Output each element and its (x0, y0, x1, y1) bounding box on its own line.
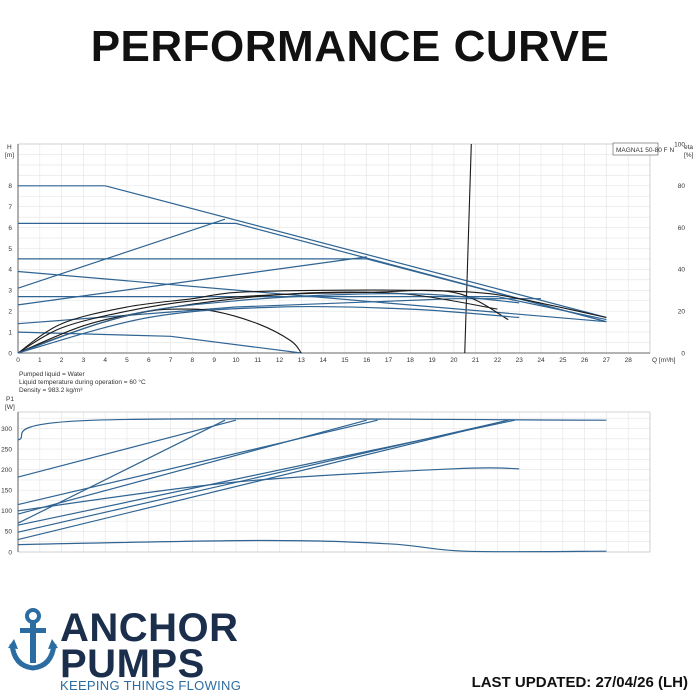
page-title: PERFORMANCE CURVE (90, 22, 610, 71)
tick-labels: 0 1 2 3 4 5 6 7 8 9 10 11 12 13 14 15 16 17 18 19 20 21 22 23 24… (1, 141, 685, 556)
power-tick-label: 0 (8, 549, 12, 556)
x-tick-label: 9 (212, 357, 216, 364)
x-tick-label: 21 (472, 357, 480, 364)
head-curves (17, 143, 607, 354)
legend-box (612, 142, 659, 156)
power-curve-3 (17, 419, 378, 506)
head-tick-label: 2 (8, 309, 12, 316)
head-curve-11 (17, 291, 498, 354)
head-tick-label: 7 (8, 204, 12, 211)
head-tick-label: 8 (8, 183, 12, 190)
x-tick-label: 26 (581, 357, 589, 364)
head-curve-4 (18, 296, 607, 321)
head-curve-2 (18, 258, 607, 323)
x-tick-label: 6 (147, 357, 151, 364)
head-curve-13 (17, 292, 520, 354)
x-tick-label: 7 (169, 357, 173, 364)
x-tick-label: 8 (191, 357, 195, 364)
head-tick-label: 3 (8, 288, 12, 295)
x-tick-label: 5 (125, 357, 129, 364)
eta-axis-unit: [%] (684, 152, 694, 159)
x-tick-label: 12 (276, 357, 284, 364)
x-tick-label: 14 (319, 357, 327, 364)
eta-tick-label: 60 (678, 225, 686, 232)
power-curve-6 (17, 419, 509, 533)
eta-axis-label: eta (684, 144, 693, 151)
power-curve-4 (17, 419, 367, 515)
x-tick-label: 22 (494, 357, 502, 364)
power-curve-1 (17, 419, 237, 478)
power-axis-label: P1 (6, 396, 14, 403)
brand-line-1: ANCHOR (60, 606, 239, 650)
brand-line-2: PUMPS (60, 642, 205, 686)
x-tick-label: 27 (603, 357, 611, 364)
power-curve-8 (17, 539, 607, 553)
eta-tick-label: 40 (678, 267, 686, 274)
head-axis-label: H (7, 144, 12, 151)
head-tick-label: 6 (8, 225, 12, 232)
power-axis-unit: [W] (5, 404, 15, 411)
power-tick-label: 150 (1, 488, 12, 495)
head-chart-grid (17, 143, 651, 354)
note-liquid-temperature: Liquid temperature during operation = 60… (19, 378, 146, 386)
x-tick-label: 28 (625, 357, 633, 364)
head-curve-6 (17, 218, 226, 289)
head-tick-label: 1 (8, 329, 12, 336)
x-tick-label: 11 (254, 357, 261, 364)
power-tick-label: 100 (1, 508, 12, 515)
eta-tick-label: 100 (674, 141, 685, 148)
x-tick-label: 2 (60, 357, 64, 364)
x-tick-label: 17 (385, 357, 393, 364)
x-tick-label: 13 (298, 357, 306, 364)
power-tick-label: 200 (1, 467, 12, 474)
head-curve-14 (17, 305, 520, 354)
last-updated-text: LAST UPDATED: 27/04/26 (LH) (471, 674, 688, 691)
x-tick-label: 23 (516, 357, 524, 364)
eta-tick-label: 80 (678, 183, 686, 190)
x-tick-label: 3 (82, 357, 86, 364)
x-tick-label: 16 (363, 357, 371, 364)
max-flow-line (464, 143, 472, 354)
brand-tagline: KEEPING THINGS FLOWING (60, 678, 242, 693)
x-tick-label: 24 (537, 357, 545, 364)
eta-tick-label: 20 (678, 309, 686, 316)
note-pumped-liquid: Pumped liquid = Water (19, 371, 86, 378)
x-tick-label: 4 (103, 357, 107, 364)
power-curve-0 (17, 418, 607, 441)
eta-tick-label: 0 (681, 350, 685, 357)
anchor-pumps-logo: ANCHOR PUMPS KEEPING THINGS FLOWING (8, 606, 248, 693)
anchor-icon (8, 608, 58, 671)
head-axis-unit: [m] (5, 152, 14, 159)
head-curve-9 (17, 289, 607, 354)
x-tick-label: 25 (559, 357, 567, 364)
head-curve-0 (18, 185, 607, 319)
power-curve-9 (17, 467, 520, 512)
head-tick-label: 4 (8, 267, 12, 274)
head-tick-label: 5 (8, 246, 12, 253)
power-tick-label: 300 (1, 426, 12, 433)
performance-chart: 0 1 2 3 4 5 6 7 8 9 10 11 12 13 14 15 16 17 18 19 20 21 22 23 24… (1, 141, 694, 556)
head-curve-10 (17, 289, 509, 354)
head-tick-label: 0 (8, 350, 12, 357)
flow-axis-label: Q [m³/h] (652, 357, 676, 364)
head-curve-7 (17, 256, 367, 306)
note-density: Density = 983.2 kg/m³ (19, 387, 83, 394)
x-tick-label: 15 (341, 357, 349, 364)
power-tick-label: 50 (5, 529, 13, 536)
power-tick-label: 250 (1, 446, 12, 453)
x-tick-label: 19 (428, 357, 436, 364)
x-tick-label: 10 (232, 357, 240, 364)
legend-label: MAGNA1 50-80 F N (616, 147, 674, 154)
x-tick-label: 0 (16, 357, 20, 364)
x-tick-label: 20 (450, 357, 458, 364)
axes (17, 143, 651, 553)
power-curve-2 (17, 419, 226, 524)
power-curves (17, 418, 607, 553)
x-tick-label: 18 (407, 357, 415, 364)
x-tick-label: 1 (38, 357, 42, 364)
